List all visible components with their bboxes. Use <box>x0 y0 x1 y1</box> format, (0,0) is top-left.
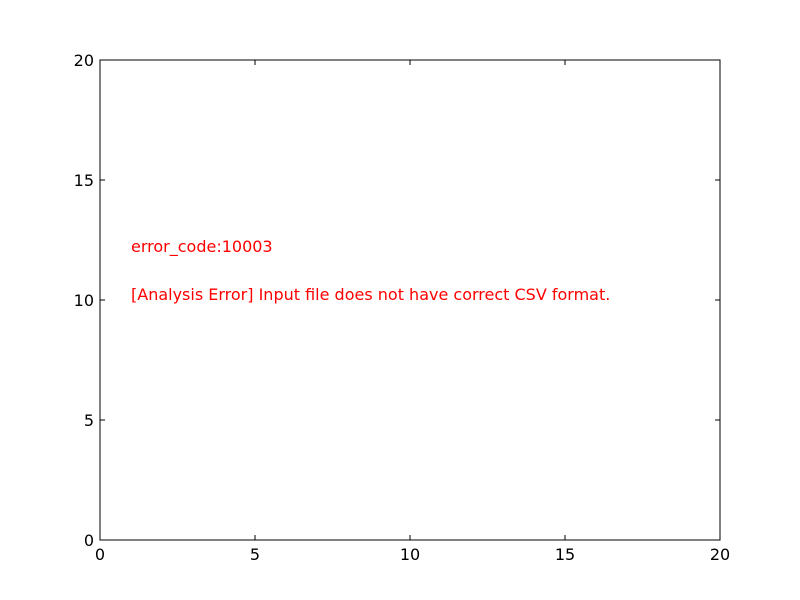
y-tick-label: 15 <box>74 171 94 190</box>
error-code-annotation: error_code:10003 <box>131 237 273 257</box>
tick-labels: 0 5 10 15 20 0 5 10 15 20 <box>74 51 731 564</box>
y-tick-label: 0 <box>84 531 94 550</box>
y-tick-label: 20 <box>74 51 94 70</box>
x-tick-label: 20 <box>710 545 730 564</box>
y-tick-label: 10 <box>74 291 94 310</box>
annotations: error_code:10003 [Analysis Error] Input f… <box>131 237 610 304</box>
plot-area <box>100 60 720 540</box>
x-tick-label: 15 <box>555 545 575 564</box>
y-tick-label: 5 <box>84 411 94 430</box>
error-message-annotation: [Analysis Error] Input file does not hav… <box>131 285 610 304</box>
x-tick-label: 5 <box>250 545 260 564</box>
x-tick-label: 10 <box>400 545 420 564</box>
x-tick-label: 0 <box>95 545 105 564</box>
plot-frame <box>99 59 721 541</box>
